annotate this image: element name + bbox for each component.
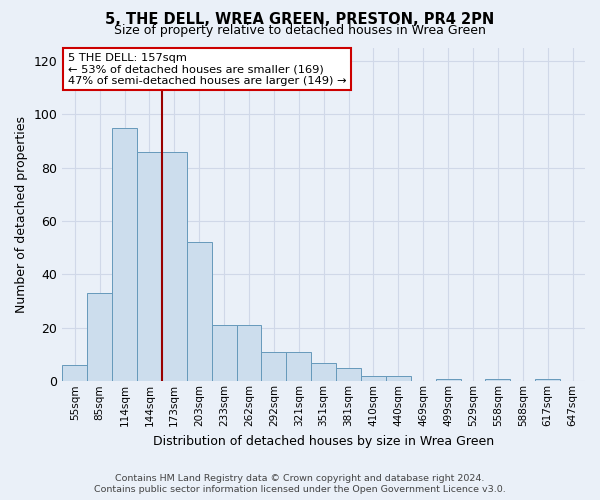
Text: Size of property relative to detached houses in Wrea Green: Size of property relative to detached ho… (114, 24, 486, 37)
Bar (436, 378, 461, 382)
Bar (286, 352, 311, 382)
Bar (535, 378, 560, 382)
X-axis label: Distribution of detached houses by size in Wrea Green: Distribution of detached houses by size … (153, 434, 494, 448)
Bar (236, 325, 262, 382)
Bar (162, 152, 187, 382)
Text: Contains HM Land Registry data © Crown copyright and database right 2024.
Contai: Contains HM Land Registry data © Crown c… (94, 474, 506, 494)
Y-axis label: Number of detached properties: Number of detached properties (15, 116, 28, 313)
Bar (212, 325, 236, 382)
Bar (137, 152, 162, 382)
Bar (361, 376, 386, 382)
Bar (386, 376, 411, 382)
Bar (485, 378, 511, 382)
Bar (262, 352, 286, 382)
Text: 5, THE DELL, WREA GREEN, PRESTON, PR4 2PN: 5, THE DELL, WREA GREEN, PRESTON, PR4 2P… (106, 12, 494, 28)
Bar (311, 362, 336, 382)
Bar (336, 368, 361, 382)
Bar (87, 293, 112, 382)
Bar (62, 365, 87, 382)
Bar (112, 128, 137, 382)
Bar (187, 242, 212, 382)
Text: 5 THE DELL: 157sqm
← 53% of detached houses are smaller (169)
47% of semi-detach: 5 THE DELL: 157sqm ← 53% of detached hou… (68, 52, 346, 86)
